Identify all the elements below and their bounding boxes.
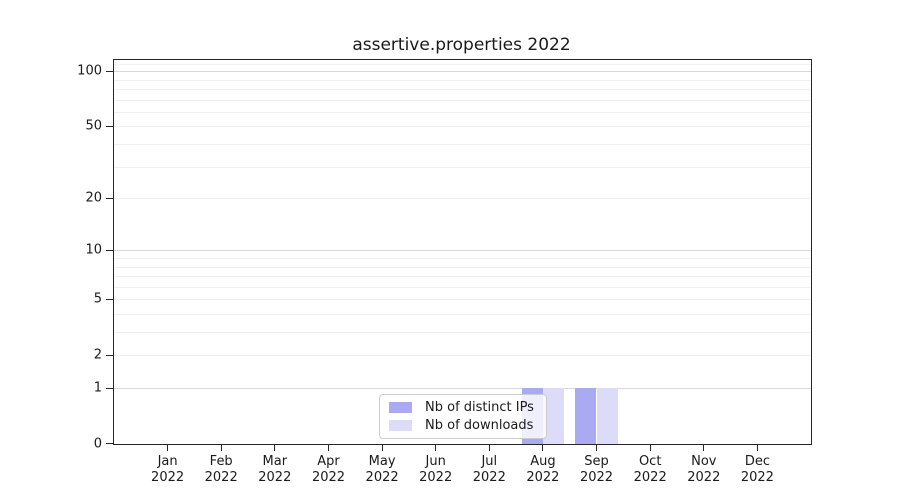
minor-gridline	[114, 144, 811, 145]
x-tick-label: May 2022	[366, 454, 399, 485]
x-tick-label: Oct 2022	[634, 454, 667, 485]
minor-gridline	[114, 63, 811, 65]
x-tick-month: Apr	[317, 454, 340, 469]
x-tick-month: Nov	[691, 454, 717, 469]
legend-swatch-downloads	[389, 420, 412, 431]
x-tick-month: Aug	[530, 454, 556, 469]
y-tick-label: 50	[85, 118, 102, 134]
minor-gridline	[114, 89, 811, 90]
major-gridline	[114, 71, 811, 73]
x-tick-month: May	[368, 454, 396, 469]
y-tick	[106, 250, 113, 252]
x-tick-year: 2022	[526, 469, 560, 485]
minor-gridline	[114, 126, 811, 128]
x-tick-year: 2022	[472, 469, 506, 485]
x-tick-year: 2022	[151, 469, 185, 485]
legend-label-distinct-ips: Nb of distinct IPs	[425, 400, 534, 415]
y-tick-label: 5	[93, 291, 102, 307]
chart-title: assertive.properties 2022	[352, 35, 571, 55]
legend-entry-distinct-ips: Nb of distinct IPs	[389, 400, 537, 415]
minor-gridline	[114, 276, 811, 277]
y-tick-label: 1	[93, 380, 102, 396]
legend: Nb of distinct IPs Nb of downloads	[379, 394, 547, 439]
bar-sep-downloads	[596, 388, 618, 444]
minor-gridline	[114, 332, 811, 333]
y-tick-label: 10	[85, 242, 102, 258]
y-tick	[106, 443, 113, 444]
x-tick	[167, 444, 169, 451]
x-tick-year: 2022	[579, 469, 614, 485]
minor-gridline	[114, 299, 811, 301]
minor-gridline	[114, 198, 811, 200]
major-gridline	[114, 250, 811, 252]
legend-swatch-distinct-ips	[389, 402, 412, 413]
y-tick	[106, 355, 113, 357]
y-tick-label: 100	[77, 63, 102, 79]
x-tick-year: 2022	[311, 469, 346, 485]
x-tick	[381, 444, 383, 451]
y-tick	[106, 299, 113, 301]
x-tick-label: Feb 2022	[205, 454, 238, 485]
y-tick-label: 2	[93, 347, 102, 363]
minor-gridline	[114, 258, 811, 259]
x-tick-month: Oct	[638, 454, 662, 469]
major-gridline	[114, 388, 811, 389]
y-tick	[106, 198, 113, 200]
x-tick	[488, 444, 490, 451]
x-tick-year: 2022	[204, 469, 238, 485]
minor-gridline	[114, 79, 811, 81]
x-tick	[703, 444, 705, 451]
x-tick-month: Sep	[584, 454, 609, 469]
x-tick-label: Dec 2022	[741, 454, 774, 485]
x-tick-year: 2022	[740, 469, 774, 485]
x-tick	[542, 444, 544, 451]
y-tick	[106, 126, 113, 128]
minor-gridline	[114, 355, 811, 357]
x-tick	[220, 444, 222, 451]
y-tick-label: 0	[93, 436, 102, 452]
x-tick-label: Aug 2022	[526, 454, 559, 485]
x-tick-label: Jun 2022	[419, 454, 452, 485]
x-tick	[328, 444, 329, 451]
x-tick-year: 2022	[365, 469, 399, 485]
x-tick-year: 2022	[633, 469, 667, 485]
x-tick-year: 2022	[687, 469, 721, 485]
x-tick-label: Jul 2022	[473, 454, 506, 485]
legend-label-downloads: Nb of downloads	[425, 418, 534, 433]
x-tick-year: 2022	[258, 469, 292, 485]
x-tick-month: Feb	[209, 454, 233, 469]
minor-gridline	[114, 99, 811, 101]
x-tick	[756, 444, 758, 451]
x-tick-year: 2022	[419, 469, 453, 485]
x-tick-month: Jan	[157, 454, 178, 469]
bar-sep-distinct-ips	[575, 388, 597, 444]
x-tick	[596, 444, 597, 451]
x-tick	[274, 444, 276, 451]
y-tick-label: 20	[85, 190, 102, 206]
minor-gridline	[114, 286, 811, 288]
minor-gridline	[114, 266, 811, 268]
x-tick	[435, 444, 437, 451]
minor-gridline	[114, 166, 811, 168]
minor-gridline	[114, 314, 811, 315]
x-tick-month: Jul	[481, 454, 498, 469]
x-tick-label: Nov 2022	[687, 454, 720, 485]
x-tick-label: Sep 2022	[580, 454, 613, 485]
x-tick-month: Dec	[744, 454, 770, 469]
x-tick-label: Jan 2022	[151, 454, 184, 485]
x-tick-label: Mar 2022	[258, 454, 291, 485]
legend-entry-downloads: Nb of downloads	[389, 418, 537, 433]
y-tick	[106, 388, 113, 389]
x-tick	[649, 444, 651, 451]
x-tick-month: Jun	[425, 454, 446, 469]
x-tick-month: Mar	[262, 454, 288, 469]
y-tick	[106, 71, 113, 73]
x-tick-label: Apr 2022	[312, 454, 345, 485]
minor-gridline	[114, 111, 811, 113]
plot-area: Nb of distinct IPs Nb of downloads 0 1 2 5 1…	[77, 59, 812, 485]
bar-aug-downloads	[542, 388, 565, 444]
